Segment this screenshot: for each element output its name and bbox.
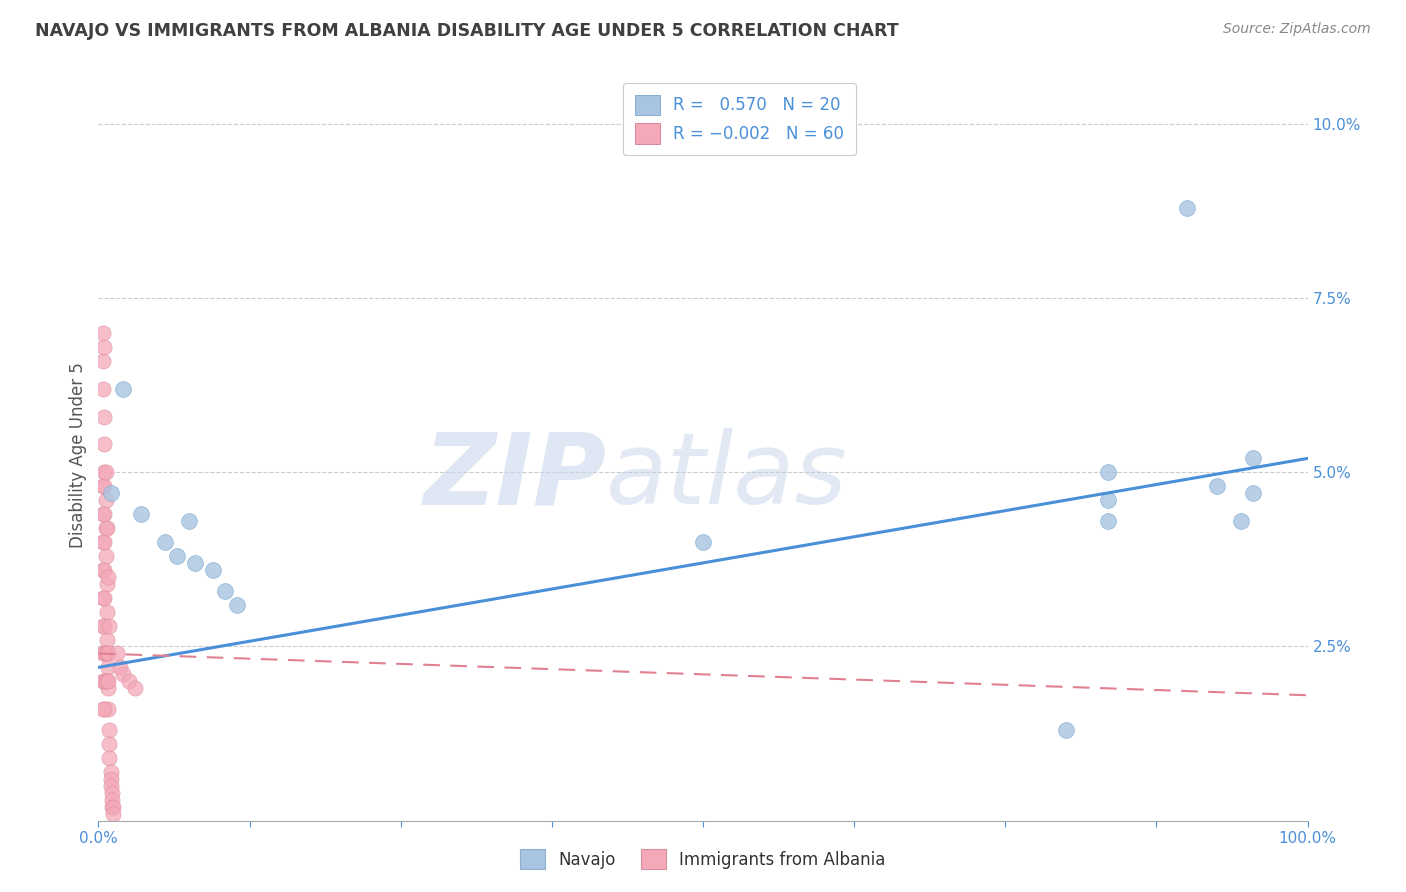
- Point: [93, 340, 115, 354]
- Point: [153, 535, 176, 549]
- Point: [100, 793, 122, 807]
- Text: ZIP: ZIP: [423, 428, 606, 525]
- Point: [97, 674, 120, 689]
- Point: [94, 674, 117, 689]
- Legend: R =   0.570   N = 20, R = −0.002   N = 60: R = 0.570 N = 20, R = −0.002 N = 60: [623, 83, 855, 155]
- Text: Source: ZipAtlas.com: Source: ZipAtlas.com: [1223, 22, 1371, 37]
- Point: [93, 563, 115, 577]
- Point: [97, 570, 120, 584]
- Point: [202, 563, 225, 577]
- Point: [692, 535, 714, 549]
- Point: [93, 535, 115, 549]
- Point: [91, 647, 114, 661]
- Point: [91, 702, 114, 716]
- Point: [101, 806, 124, 821]
- Point: [108, 660, 131, 674]
- Point: [94, 647, 117, 661]
- Point: [96, 647, 118, 661]
- Point: [93, 702, 115, 716]
- Point: [97, 647, 120, 661]
- Point: [91, 535, 114, 549]
- Point: [100, 799, 122, 814]
- Point: [91, 507, 114, 521]
- Point: [111, 667, 134, 681]
- Point: [96, 605, 118, 619]
- Point: [91, 674, 114, 689]
- Point: [96, 632, 118, 647]
- Point: [97, 681, 120, 696]
- Point: [179, 514, 201, 528]
- Point: [101, 799, 124, 814]
- Point: [91, 479, 114, 493]
- Point: [93, 466, 115, 480]
- Point: [98, 751, 121, 765]
- Point: [93, 507, 115, 521]
- Point: [91, 563, 114, 577]
- Point: [94, 521, 117, 535]
- Point: [1175, 201, 1198, 215]
- Point: [91, 354, 114, 368]
- Point: [93, 647, 115, 661]
- Point: [100, 779, 122, 793]
- Point: [93, 618, 115, 632]
- Point: [93, 479, 115, 493]
- Point: [91, 326, 114, 340]
- Point: [91, 382, 114, 396]
- Point: [1097, 466, 1119, 480]
- Point: [105, 647, 128, 661]
- Y-axis label: Disability Age Under 5: Disability Age Under 5: [69, 362, 87, 548]
- Point: [94, 466, 117, 480]
- Point: [214, 583, 236, 598]
- Point: [124, 681, 146, 696]
- Point: [100, 764, 122, 779]
- Point: [93, 409, 115, 424]
- Point: [100, 486, 122, 500]
- Point: [129, 507, 152, 521]
- Point: [91, 591, 114, 605]
- Point: [93, 674, 115, 689]
- Point: [1097, 493, 1119, 508]
- Point: [1054, 723, 1077, 737]
- Point: [94, 493, 117, 508]
- Point: [100, 772, 122, 786]
- Point: [97, 660, 120, 674]
- Point: [96, 674, 118, 689]
- Point: [91, 618, 114, 632]
- Point: [226, 598, 249, 612]
- Point: [1230, 514, 1253, 528]
- Point: [1206, 479, 1229, 493]
- Point: [98, 618, 121, 632]
- Point: [98, 737, 121, 751]
- Point: [166, 549, 188, 563]
- Point: [94, 549, 117, 563]
- Point: [111, 382, 134, 396]
- Point: [1097, 514, 1119, 528]
- Text: atlas: atlas: [606, 428, 848, 525]
- Legend: Navajo, Immigrants from Albania: Navajo, Immigrants from Albania: [510, 838, 896, 880]
- Point: [93, 591, 115, 605]
- Point: [93, 437, 115, 451]
- Point: [118, 674, 141, 689]
- Point: [1241, 486, 1264, 500]
- Point: [96, 521, 118, 535]
- Point: [184, 556, 207, 570]
- Point: [1241, 451, 1264, 466]
- Point: [98, 723, 121, 737]
- Text: NAVAJO VS IMMIGRANTS FROM ALBANIA DISABILITY AGE UNDER 5 CORRELATION CHART: NAVAJO VS IMMIGRANTS FROM ALBANIA DISABI…: [35, 22, 898, 40]
- Point: [96, 576, 118, 591]
- Point: [97, 702, 120, 716]
- Point: [100, 786, 122, 800]
